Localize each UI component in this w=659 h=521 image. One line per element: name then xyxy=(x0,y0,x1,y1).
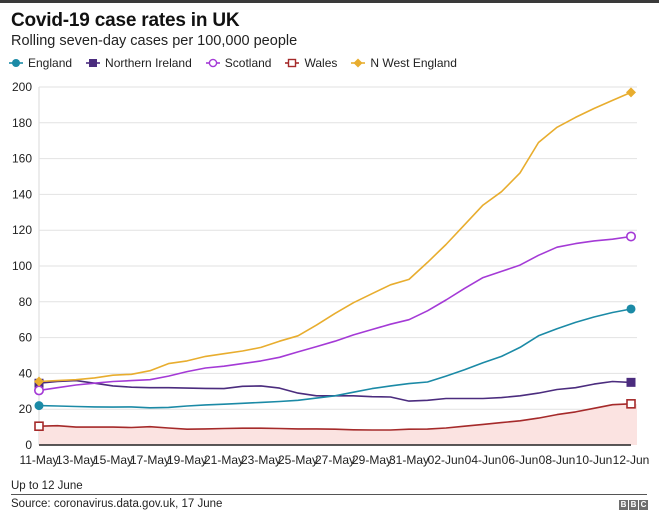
x-tick-label: 31-May xyxy=(389,453,429,467)
source-text: Source: coronavirus.data.gov.uk, 17 June xyxy=(11,498,223,510)
x-tick-label: 21-May xyxy=(204,453,244,467)
legend-marker-northern-ireland-icon xyxy=(86,59,101,67)
x-tick-label: 17-May xyxy=(130,453,170,467)
legend-marker-n-west-england-icon xyxy=(351,58,366,68)
x-tick-label: 19-May xyxy=(167,453,207,467)
y-tick-label: 100 xyxy=(12,259,32,273)
y-tick-label: 60 xyxy=(19,331,33,345)
legend-label: Scotland xyxy=(224,56,272,70)
y-tick-label: 140 xyxy=(12,187,32,201)
end-marker-wales xyxy=(626,399,636,409)
x-tick-label: 08-Jun xyxy=(539,453,576,467)
y-tick-label: 180 xyxy=(12,116,32,130)
legend-label: N West England xyxy=(370,56,457,70)
start-marker-scotland xyxy=(33,385,44,396)
y-tick-label: 80 xyxy=(19,295,33,309)
x-tick-label: 27-May xyxy=(315,453,355,467)
legend-item: Scotland xyxy=(205,56,272,70)
x-tick-label: 02-Jun xyxy=(428,453,465,467)
y-tick-label: 40 xyxy=(19,366,33,380)
series-line-scotland xyxy=(38,235,632,392)
legend-marker-wales-icon xyxy=(285,58,300,68)
series-line-england xyxy=(38,308,632,409)
legend-label: Northern Ireland xyxy=(105,56,192,70)
x-tick-label: 06-Jun xyxy=(502,453,539,467)
start-marker-wales xyxy=(34,421,44,432)
end-marker-england xyxy=(626,304,636,314)
start-marker-england xyxy=(34,401,44,411)
x-tick-label: 10-Jun xyxy=(576,453,613,467)
legend-marker-england-icon xyxy=(9,59,23,67)
legend-item: England xyxy=(8,56,72,70)
series-line-wales xyxy=(38,403,632,431)
y-tick-label: 200 xyxy=(12,80,32,94)
y-tick-label: 0 xyxy=(25,438,32,452)
end-marker-n-west-england xyxy=(626,87,636,98)
y-tick-label: 120 xyxy=(12,223,32,237)
x-tick-label: 15-May xyxy=(93,453,133,467)
bbc-logo-letter: B xyxy=(619,500,628,510)
y-tick-label: 160 xyxy=(12,152,32,166)
series-line-northern-ireland xyxy=(38,379,632,402)
x-tick-label: 12-Jun xyxy=(613,453,650,467)
wales-area-fill xyxy=(39,403,637,445)
legend-item: N West England xyxy=(350,56,457,70)
y-tick-label: 20 xyxy=(19,402,33,416)
series-line-n-west-england xyxy=(38,91,632,383)
bbc-logo-letter: C xyxy=(639,500,648,510)
line-chart: 02040608010012014016018020011-May13-May1… xyxy=(12,80,650,467)
bbc-logo: B B C xyxy=(619,500,648,510)
x-tick-label: 13-May xyxy=(56,453,96,467)
x-tick-label: 29-May xyxy=(352,453,392,467)
chart-subtitle: Rolling seven-day cases per 100,000 peop… xyxy=(11,33,298,49)
bbc-logo-letter: B xyxy=(629,500,638,510)
x-tick-label: 04-Jun xyxy=(465,453,502,467)
chart-title: Covid-19 case rates in UK xyxy=(11,10,240,31)
x-tick-label: 23-May xyxy=(241,453,281,467)
x-tick-label: 11-May xyxy=(19,453,58,467)
legend-marker-scotland-icon xyxy=(205,58,220,68)
top-rule xyxy=(0,0,659,3)
legend-label: Wales xyxy=(304,56,338,70)
end-marker-scotland xyxy=(625,231,636,242)
legend-label: England xyxy=(28,56,73,70)
x-tick-label: 25-May xyxy=(278,453,318,467)
footnote: Up to 12 June xyxy=(11,480,83,492)
legend-item: Wales xyxy=(284,56,337,70)
start-marker-n-west-england xyxy=(34,376,44,387)
footer-rule xyxy=(11,494,647,495)
legend-item: Northern Ireland xyxy=(85,56,192,70)
end-marker-northern-ireland xyxy=(626,377,636,387)
legend: England Northern Ireland Scotland Wales N We… xyxy=(8,56,470,70)
